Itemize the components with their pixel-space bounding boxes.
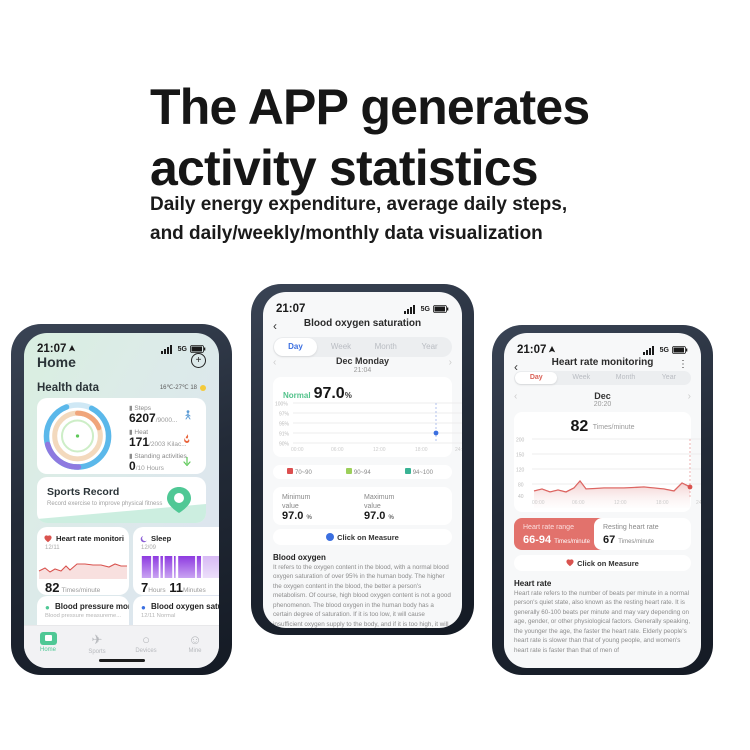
svg-text:24:00: 24:00 xyxy=(696,500,701,506)
svg-text:18:00: 18:00 xyxy=(415,447,428,453)
svg-text:12:00: 12:00 xyxy=(614,500,627,506)
svg-text:00:00: 00:00 xyxy=(291,447,304,453)
svg-text:95%: 95% xyxy=(279,422,290,428)
svg-text:40: 40 xyxy=(518,494,524,500)
svg-text:18:00: 18:00 xyxy=(656,500,669,506)
svg-text:00:00: 00:00 xyxy=(532,500,545,506)
svg-text:90%: 90% xyxy=(279,442,290,448)
svg-text:12:00: 12:00 xyxy=(373,447,386,453)
svg-text:80: 80 xyxy=(518,483,524,489)
svg-text:24:00: 24:00 xyxy=(455,447,462,453)
svg-text:120: 120 xyxy=(516,468,525,474)
svg-text:200: 200 xyxy=(516,438,525,444)
svg-text:100%: 100% xyxy=(275,402,288,408)
svg-text:97%: 97% xyxy=(279,412,290,418)
svg-text:150: 150 xyxy=(516,453,525,459)
svg-text:91%: 91% xyxy=(279,432,290,438)
svg-text:06:00: 06:00 xyxy=(572,500,585,506)
svg-text:06:00: 06:00 xyxy=(331,447,344,453)
